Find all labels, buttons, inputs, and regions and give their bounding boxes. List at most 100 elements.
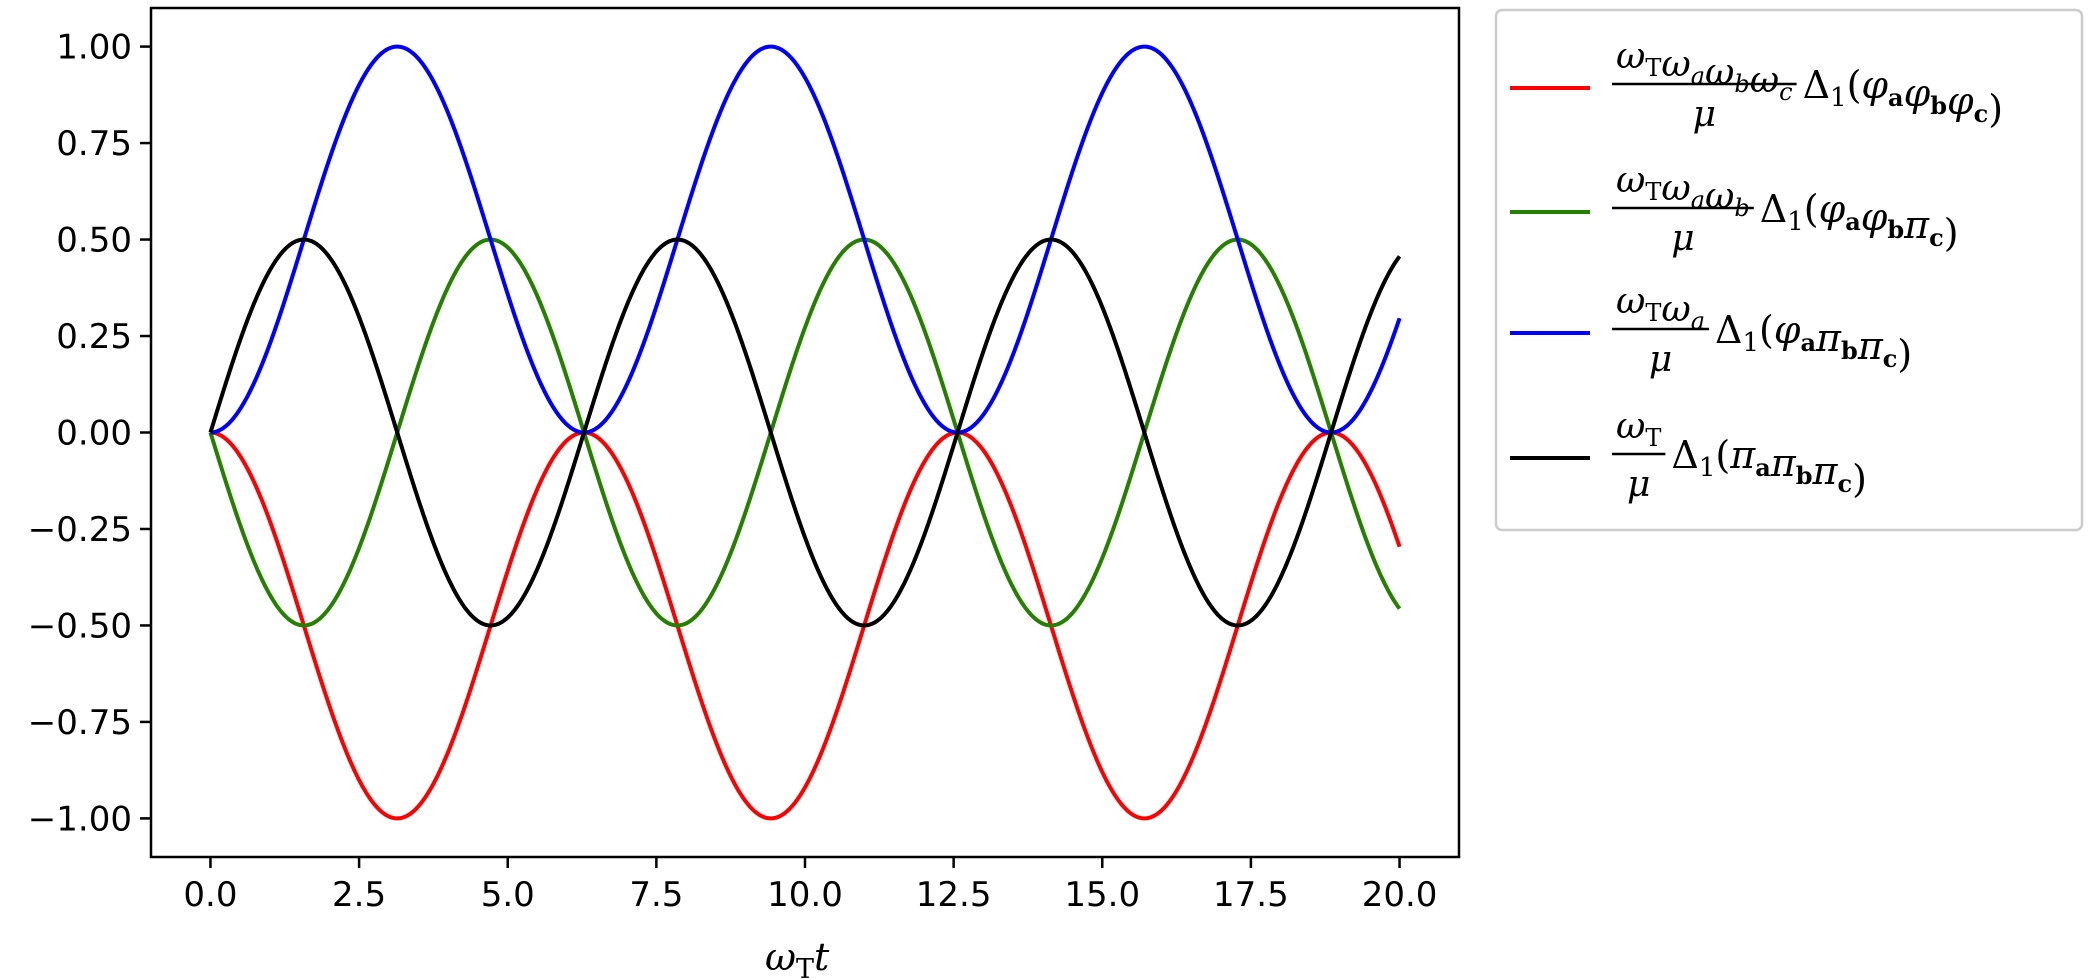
x-tick-label: 0.0 xyxy=(183,875,237,915)
legend-arg-symbol: φ xyxy=(1904,71,1931,115)
legend-delta-subscript: 1 xyxy=(1743,328,1760,358)
x-tick-label: 12.5 xyxy=(916,875,992,915)
legend-arg-subscript: c xyxy=(1929,223,1944,252)
legend-denominator: μ xyxy=(1649,339,1672,380)
legend-numerator: ωT xyxy=(1616,406,1661,452)
series-line-1 xyxy=(210,430,1402,821)
x-tick-label: 2.5 xyxy=(332,875,386,915)
legend-paren-open: ( xyxy=(1759,308,1774,352)
legend-arg-symbol: φ xyxy=(1861,195,1888,239)
x-axis-label-tail: t xyxy=(814,935,830,979)
legend-expression: Δ1(φaφbφc) xyxy=(1803,63,2003,131)
x-axis-label: ωTt xyxy=(765,935,830,979)
legend-delta: Δ xyxy=(1803,63,1830,107)
legend-arg-symbol: π xyxy=(1770,441,1797,485)
legend-arg-subscript: a xyxy=(1800,328,1816,357)
legend-arg-symbol: π xyxy=(1729,433,1756,477)
legend-arg-subscript: a xyxy=(1888,83,1904,112)
y-tick-label: 0.25 xyxy=(56,317,132,357)
legend-num-symbol: ω xyxy=(1661,289,1690,330)
legend-denominator: μ xyxy=(1693,94,1716,135)
legend-paren-close: ) xyxy=(1988,87,2003,131)
legend-num-symbol: ω xyxy=(1705,52,1734,93)
y-tick-label: −0.75 xyxy=(28,703,132,743)
legend-arg-subscript: b xyxy=(1841,336,1858,365)
legend-arg-symbol: π xyxy=(1857,324,1884,368)
legend-arg-symbol: π xyxy=(1815,316,1842,360)
legend-delta-subscript: 1 xyxy=(1830,83,1847,113)
plot-frame xyxy=(149,6,1461,859)
legend-arg-subscript: c xyxy=(1974,99,1989,128)
legend-num-symbol: ω xyxy=(1616,160,1645,201)
y-tick-label: −1.00 xyxy=(28,799,132,839)
legend-num-symbol: ω xyxy=(1616,406,1645,447)
legend-num-subscript: T xyxy=(1645,54,1661,82)
legend-paren-close: ) xyxy=(1852,457,1867,501)
legend-arg-subscript: b xyxy=(1796,461,1813,490)
legend: ωTωaωbωcμΔ1(φaφbφc)ωTωaωbμΔ1(φaφbπc)ωTωa… xyxy=(1494,8,2084,532)
series-line-4 xyxy=(208,237,1402,628)
x-tick-label: 7.5 xyxy=(629,875,683,915)
x-tick-label: 20.0 xyxy=(1362,875,1438,915)
y-axis: 1.00 0.75 0.50 0.25 0.00 −0.25 −0.50 −0.75 −1.00 xyxy=(28,28,151,839)
x-axis: 0.0 2.5 5.0 7.5 10.0 12.5 15.0 17.5 20.0 xyxy=(183,857,1437,915)
legend-numerator: ωTωaωb xyxy=(1616,160,1750,222)
y-tick-label: 1.00 xyxy=(56,28,132,68)
legend-delta-subscript: 1 xyxy=(1699,453,1716,483)
legend-num-subscript: T xyxy=(1645,178,1661,206)
legend-delta: Δ xyxy=(1671,433,1698,477)
legend-num-subscript: a xyxy=(1691,62,1705,90)
x-tick-label: 17.5 xyxy=(1213,875,1289,915)
legend-numerator: ωTωa xyxy=(1616,281,1705,335)
y-tick-label: −0.25 xyxy=(28,510,132,550)
x-tick-label: 15.0 xyxy=(1064,875,1140,915)
y-tick-label: 0.75 xyxy=(56,124,132,164)
legend-paren-open: ( xyxy=(1847,63,1862,107)
legend-arg-symbol: φ xyxy=(1947,79,1974,123)
legend-arg-symbol: φ xyxy=(1819,187,1846,231)
legend-paren-close: ) xyxy=(1897,332,1912,376)
legend-paren-close: ) xyxy=(1944,211,1959,255)
series-line-3 xyxy=(210,44,1402,435)
legend-expression: Δ1(πaπbπc) xyxy=(1671,433,1867,501)
legend-paren-open: ( xyxy=(1804,187,1819,231)
legend-num-symbol: ω xyxy=(1705,176,1734,217)
legend-num-symbol: ω xyxy=(1616,36,1645,77)
legend-arg-symbol: π xyxy=(1812,449,1839,493)
x-axis-label-sub: T xyxy=(796,954,814,979)
legend-num-symbol: ω xyxy=(1661,44,1690,85)
x-axis-label-base: ω xyxy=(765,935,796,979)
y-tick-label: 0.50 xyxy=(56,221,132,261)
legend-num-subscript: T xyxy=(1645,424,1661,452)
legend-denominator: μ xyxy=(1671,218,1694,259)
x-tick-label: 10.0 xyxy=(767,875,843,915)
legend-arg-subscript: a xyxy=(1845,207,1861,236)
x-tick-label: 5.0 xyxy=(481,875,535,915)
legend-paren-open: ( xyxy=(1715,433,1730,477)
legend-numerator: ωTωaωbωc xyxy=(1616,36,1793,106)
series-line-2 xyxy=(208,237,1402,628)
legend-num-subscript: T xyxy=(1645,299,1661,327)
y-tick-label: −0.50 xyxy=(28,606,132,646)
legend-arg-subscript: b xyxy=(1930,91,1947,120)
series-layer xyxy=(208,44,1402,821)
legend-expression: Δ1(φaπbπc) xyxy=(1715,308,1912,376)
legend-frame xyxy=(1494,8,2084,532)
legend-num-subscript: a xyxy=(1691,307,1705,335)
legend-arg-subscript: b xyxy=(1887,215,1904,244)
legend-arg-subscript: a xyxy=(1755,453,1771,482)
legend-delta-subscript: 1 xyxy=(1787,207,1804,237)
legend-expression: Δ1(φaφbπc) xyxy=(1760,187,1959,255)
legend-arg-symbol: φ xyxy=(1774,308,1801,352)
legend-num-subscript: a xyxy=(1691,186,1705,214)
legend-num-symbol: ω xyxy=(1661,168,1690,209)
legend-arg-symbol: φ xyxy=(1861,63,1888,107)
y-tick-label: 0.00 xyxy=(56,414,132,454)
legend-num-symbol: ω xyxy=(1750,60,1779,101)
legend-arg-subscript: c xyxy=(1883,344,1898,373)
